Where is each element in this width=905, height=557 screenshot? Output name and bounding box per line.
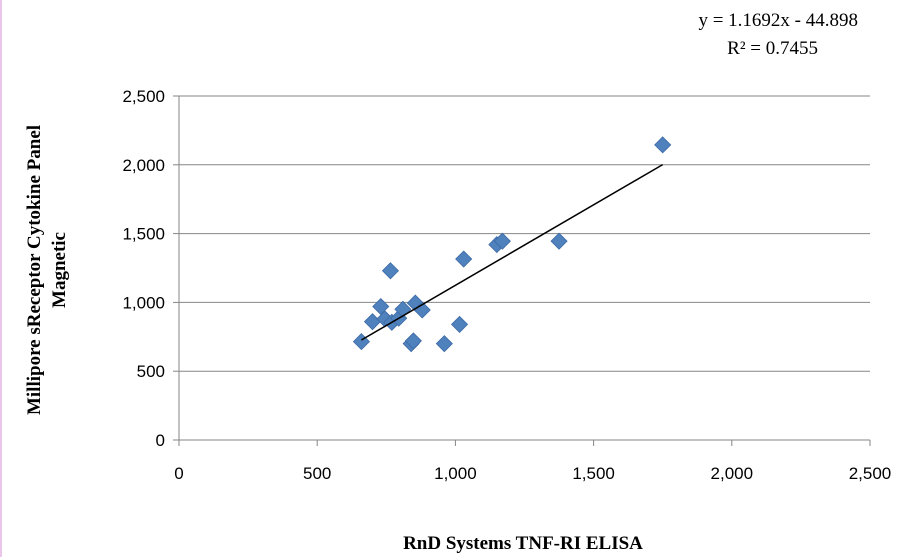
x-tick-label-2: 1,000	[434, 464, 477, 483]
x-tick-label-1: 500	[303, 464, 331, 483]
y-tick-label-1: 500	[137, 362, 165, 381]
data-point-13	[450, 315, 469, 333]
y-axis-title-line1: Millipore sReceptor Cytokine Panel	[24, 125, 45, 415]
trendline-group	[361, 163, 664, 341]
axes	[173, 95, 871, 446]
data-point-14	[455, 250, 473, 268]
x-tick-label-5: 2,500	[849, 464, 892, 483]
y-tick-label-3: 1,500	[122, 225, 165, 244]
data-point-12	[435, 335, 453, 353]
data-point-17	[550, 232, 568, 250]
x-axis-title: RnD Systems TNF-RI ELISA	[403, 533, 643, 554]
gridlines	[179, 95, 870, 372]
data-point-5	[381, 262, 400, 280]
tick-labels: 0 500 1,000 1,500 2,000 2,500 0 500 1,000 1,500 2,…	[122, 87, 891, 483]
x-tick-label-3: 1,500	[572, 464, 615, 483]
y-axis-title-line2: Magnetic	[49, 232, 70, 308]
page-border	[0, 0, 2, 557]
data-points	[352, 136, 672, 353]
x-tick-label-0: 0	[174, 464, 183, 483]
data-point-9	[404, 332, 422, 350]
y-tick-label-2: 1,000	[122, 293, 165, 312]
r-squared-label: R² = 0.7455	[727, 38, 818, 59]
y-tick-label-5: 2,500	[122, 87, 165, 106]
data-point-1	[363, 313, 382, 331]
trendline	[361, 163, 664, 341]
data-point-16	[493, 232, 511, 250]
x-tick-label-4: 2,000	[711, 464, 754, 483]
trendline-equation: y = 1.1692x - 44.898	[698, 10, 858, 31]
data-point-18	[654, 136, 672, 154]
y-tick-label-4: 2,000	[122, 156, 165, 175]
y-tick-label-0: 0	[156, 431, 165, 450]
